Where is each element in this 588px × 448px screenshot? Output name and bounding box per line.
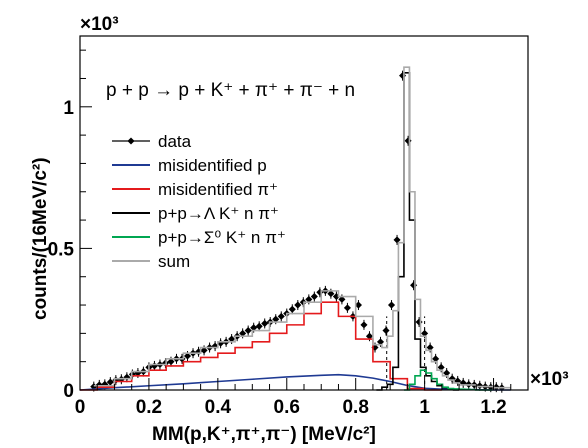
axes-layer (79, 35, 529, 391)
data-point (387, 301, 396, 309)
data-point (305, 295, 313, 303)
data-point (437, 363, 445, 371)
data-point (365, 332, 374, 340)
x-tick-label: 1 (419, 397, 430, 418)
series-layer (79, 66, 511, 393)
data-point (183, 352, 192, 360)
x-axis-title: MM(p,K⁺,π⁺,π⁻) [MeV/c²] (152, 424, 376, 445)
data-point (106, 378, 114, 386)
legend-label: data (158, 132, 192, 151)
data-point (360, 321, 368, 329)
tick-labels: 0 0.2 0.4 0.6 0.8 1 1.2 0 0.5 1 (48, 98, 507, 418)
data-point (150, 362, 158, 370)
x-tick-label: 0.2 (136, 397, 162, 418)
data-point (288, 305, 296, 313)
data-point (316, 288, 324, 296)
data-point (421, 329, 429, 337)
x-tick-label: 0.8 (342, 397, 368, 418)
x-tick-label: 0 (75, 397, 86, 418)
legend-label: sum (158, 252, 190, 271)
data-point (272, 315, 280, 323)
x-multiplier: ×10³ (530, 369, 569, 390)
x-tick-label: 0.4 (205, 397, 232, 418)
data-point (261, 319, 269, 327)
data-point (228, 335, 236, 343)
y-multiplier: ×10³ (80, 14, 119, 35)
x-tick-label: 1.2 (480, 397, 506, 418)
data-point (277, 312, 285, 320)
data-point (343, 304, 351, 312)
series-misidentified (80, 301, 442, 391)
x-tick-label: 0.6 (274, 397, 300, 418)
data-point (382, 326, 390, 335)
data-point (255, 322, 263, 330)
legend-label: misidentified p (158, 156, 267, 175)
series-p-p-k-n (376, 72, 460, 391)
data-point (404, 137, 412, 145)
data-point (393, 236, 401, 244)
legend-label: misidentified π⁺ (158, 180, 278, 199)
data-point (327, 290, 335, 298)
y-tick-label: 1 (63, 98, 74, 119)
data-point (432, 355, 440, 363)
legend-label: p+p→Λ K⁺ n π⁺ (158, 204, 279, 223)
legend: data misidentified p misidentified π⁺ p+p→Λ… (112, 132, 286, 271)
data-point (310, 293, 318, 301)
data-point (443, 369, 451, 377)
data-point (244, 326, 252, 335)
data-point (250, 324, 258, 332)
data-point (294, 301, 302, 309)
legend-marker (127, 137, 135, 145)
y-tick-label: 0.5 (48, 239, 75, 260)
data-point (376, 338, 385, 346)
data-point (354, 301, 362, 309)
data-point (426, 343, 434, 352)
series-sum (93, 66, 511, 389)
data-point (415, 318, 423, 326)
data-point (200, 346, 208, 354)
y-tick-label: 0 (63, 381, 74, 402)
legend-label: p+p→Σ⁰ K⁺ n π⁺ (158, 228, 286, 247)
data-point (239, 329, 247, 337)
data-point (476, 382, 484, 390)
data-point (167, 358, 175, 366)
y-axis-title: counts/(16MeV/c²) (30, 157, 51, 320)
data-point (338, 295, 346, 303)
reaction-label: p + p → p + K⁺ + π⁺ + π⁻ + n (106, 80, 355, 101)
data-point (410, 281, 418, 289)
